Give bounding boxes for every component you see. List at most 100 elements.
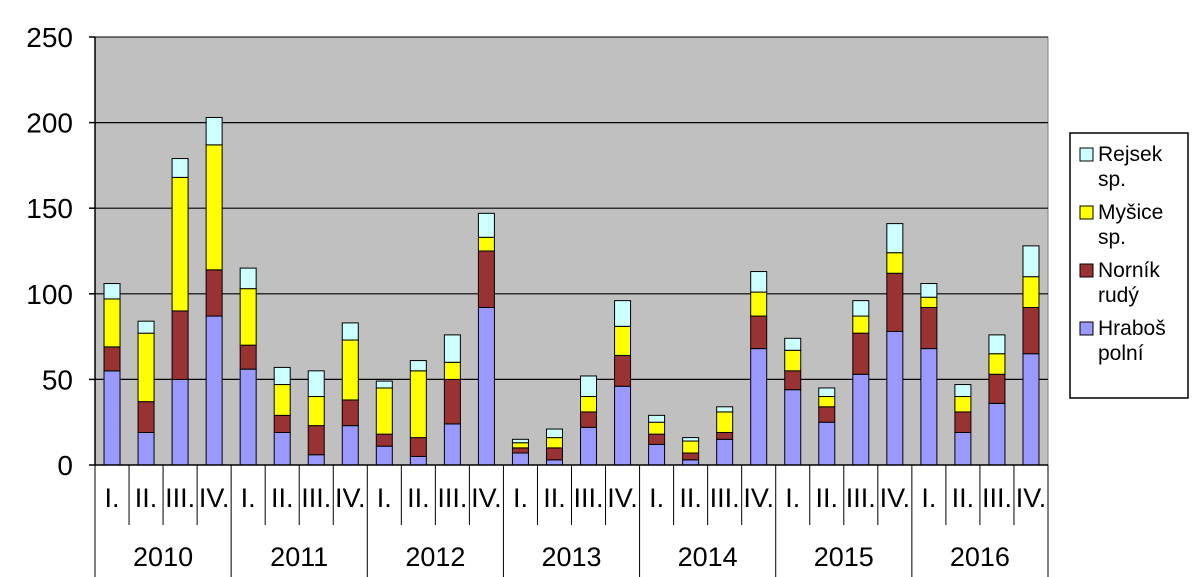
bar-segment [375, 387, 393, 435]
y-axis-labels: 0 50 100 150 200 250 [26, 22, 73, 481]
year-label: 2013 [541, 542, 601, 572]
x-tick-label: I. [241, 483, 256, 513]
x-tick-label: I. [513, 483, 528, 513]
bar-segment [375, 445, 393, 466]
bar-segment [239, 288, 257, 346]
bar-segment [545, 437, 563, 449]
x-axis-labels: I. II. III. IV. I. II. III. IV. I. II. III. IV. I. II… [105, 483, 1047, 572]
bar-segment [239, 267, 257, 290]
x-tick-label: IV. [335, 483, 366, 513]
bar-segment [920, 283, 938, 298]
y-tick-label: 150 [26, 193, 73, 224]
bar-segment [307, 425, 325, 456]
plot-area-background [94, 36, 1049, 466]
bar-segment [409, 370, 427, 439]
bar-segment [171, 310, 189, 380]
legend-swatch [1079, 147, 1094, 162]
bar-segment [171, 158, 189, 178]
bar-segment [614, 300, 632, 327]
x-tick-label: III. [710, 483, 740, 513]
bar-segment [954, 396, 972, 413]
bar-segment [580, 396, 598, 413]
bar-segment [886, 223, 904, 254]
bar-segment [920, 296, 938, 308]
bar-segment [716, 438, 734, 466]
bar-segment [137, 320, 155, 334]
bar-segment [614, 385, 632, 466]
bar-segment [716, 411, 734, 433]
bar-segment [477, 212, 495, 238]
bar-segment [341, 322, 359, 341]
bar-segment [648, 443, 666, 466]
bar-segment [648, 414, 666, 423]
legend-swatch [1079, 205, 1094, 220]
bar-segment [545, 447, 563, 461]
bar-segment [580, 411, 598, 428]
bar-segment [443, 378, 461, 425]
legend-label: rudý [1098, 284, 1139, 307]
x-tick-label: II. [271, 483, 294, 513]
legend-label: sp. [1098, 226, 1126, 249]
legend-label: sp. [1098, 168, 1126, 191]
bar-segment [341, 399, 359, 427]
bar-segment [307, 454, 325, 466]
x-tick-label: III. [982, 483, 1012, 513]
bar-segment [511, 452, 529, 466]
bar-segment [852, 373, 870, 466]
x-tick-label: I. [785, 483, 800, 513]
bar-segment [716, 406, 734, 413]
bar-segment [273, 384, 291, 416]
bar-segment [852, 315, 870, 334]
x-tick-label: III. [301, 483, 331, 513]
bar-segment [273, 414, 291, 433]
y-tick-label: 250 [26, 22, 73, 53]
bar-segment [171, 378, 189, 466]
bar-segment [784, 370, 802, 391]
legend-label: polní [1098, 342, 1144, 365]
bar-segment [477, 250, 495, 308]
bar-segment [409, 437, 427, 457]
bar-segment [750, 291, 768, 317]
bar-segment [1022, 276, 1040, 308]
bar-segment [784, 337, 802, 351]
x-tick-label: III. [846, 483, 876, 513]
axes [89, 36, 1049, 577]
bar-segment [171, 176, 189, 312]
bar-segment [545, 428, 563, 439]
bar-segment [375, 380, 393, 389]
x-tick-label: I. [105, 483, 120, 513]
bar-segment [205, 315, 223, 466]
bar-segment [750, 348, 768, 466]
bar-segment [1022, 353, 1040, 466]
legend-label: Rejsek [1098, 143, 1163, 166]
bar-segment [750, 271, 768, 293]
x-tick-label: IV. [199, 483, 230, 513]
bar-segment [205, 144, 223, 271]
x-tick-label: II. [135, 483, 158, 513]
bar-segment [443, 423, 461, 466]
bar-segment [273, 366, 291, 386]
x-tick-label: IV. [471, 483, 502, 513]
bar-segment [920, 348, 938, 466]
bar-segment [205, 116, 223, 146]
bar-segment [954, 384, 972, 398]
bar-segment [716, 431, 734, 440]
bar-segment [545, 459, 563, 466]
bar-segment [511, 447, 529, 454]
bar-segment [852, 332, 870, 375]
bar-segment [511, 442, 529, 449]
bar-segment [103, 298, 121, 348]
bar-segment [511, 438, 529, 444]
bar-segment [307, 370, 325, 398]
bar-segment [852, 300, 870, 317]
x-tick-label: III. [437, 483, 467, 513]
bar-segment [239, 368, 257, 466]
year-label: 2014 [678, 542, 738, 572]
bar-segment [239, 344, 257, 370]
bar-segment [375, 433, 393, 447]
bar-segment [818, 406, 836, 423]
bar-segment [341, 339, 359, 401]
bar-segment [477, 306, 495, 466]
bar-segment [1022, 306, 1040, 355]
